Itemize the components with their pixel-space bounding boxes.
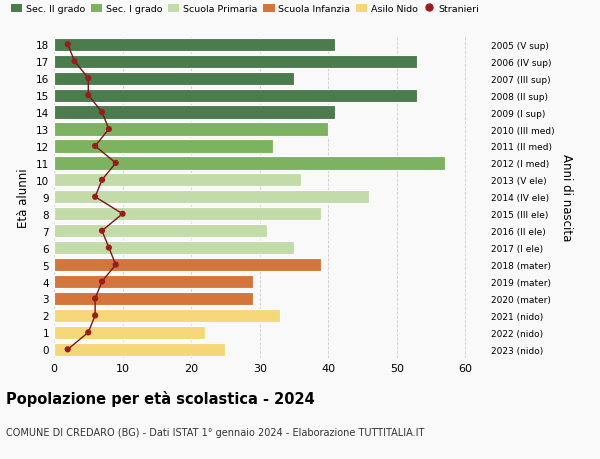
Bar <box>54 241 294 255</box>
Bar <box>54 106 335 119</box>
Bar <box>54 207 322 221</box>
Bar <box>54 309 280 322</box>
Point <box>97 228 107 235</box>
Bar <box>54 292 253 305</box>
Point <box>111 160 121 167</box>
Bar <box>54 56 418 69</box>
Bar <box>54 123 328 136</box>
Point <box>83 329 93 336</box>
Point <box>91 295 100 302</box>
Point <box>97 177 107 184</box>
Bar <box>54 343 226 356</box>
Bar <box>54 326 205 339</box>
Bar <box>54 90 418 102</box>
Point <box>91 312 100 319</box>
Bar <box>54 140 274 153</box>
Text: COMUNE DI CREDARO (BG) - Dati ISTAT 1° gennaio 2024 - Elaborazione TUTTITALIA.IT: COMUNE DI CREDARO (BG) - Dati ISTAT 1° g… <box>6 427 424 437</box>
Bar <box>54 191 370 204</box>
Bar <box>54 73 294 85</box>
Point <box>104 245 113 252</box>
Bar <box>54 157 445 170</box>
Text: Popolazione per età scolastica - 2024: Popolazione per età scolastica - 2024 <box>6 390 315 406</box>
Point <box>97 109 107 117</box>
Bar <box>54 258 322 272</box>
Point <box>104 126 113 134</box>
Y-axis label: Età alunni: Età alunni <box>17 168 31 227</box>
Bar <box>54 174 301 187</box>
Point <box>83 92 93 100</box>
Point <box>70 58 79 66</box>
Legend: Sec. II grado, Sec. I grado, Scuola Primaria, Scuola Infanzia, Asilo Nido, Stran: Sec. II grado, Sec. I grado, Scuola Prim… <box>11 5 479 14</box>
Point <box>111 261 121 269</box>
Bar <box>54 39 335 52</box>
Point <box>63 346 73 353</box>
Point <box>91 143 100 150</box>
Point <box>97 278 107 285</box>
Point <box>83 75 93 83</box>
Bar <box>54 275 253 289</box>
Bar <box>54 224 266 238</box>
Y-axis label: Anni di nascita: Anni di nascita <box>560 154 573 241</box>
Point <box>91 194 100 201</box>
Point <box>118 211 127 218</box>
Point <box>63 41 73 49</box>
